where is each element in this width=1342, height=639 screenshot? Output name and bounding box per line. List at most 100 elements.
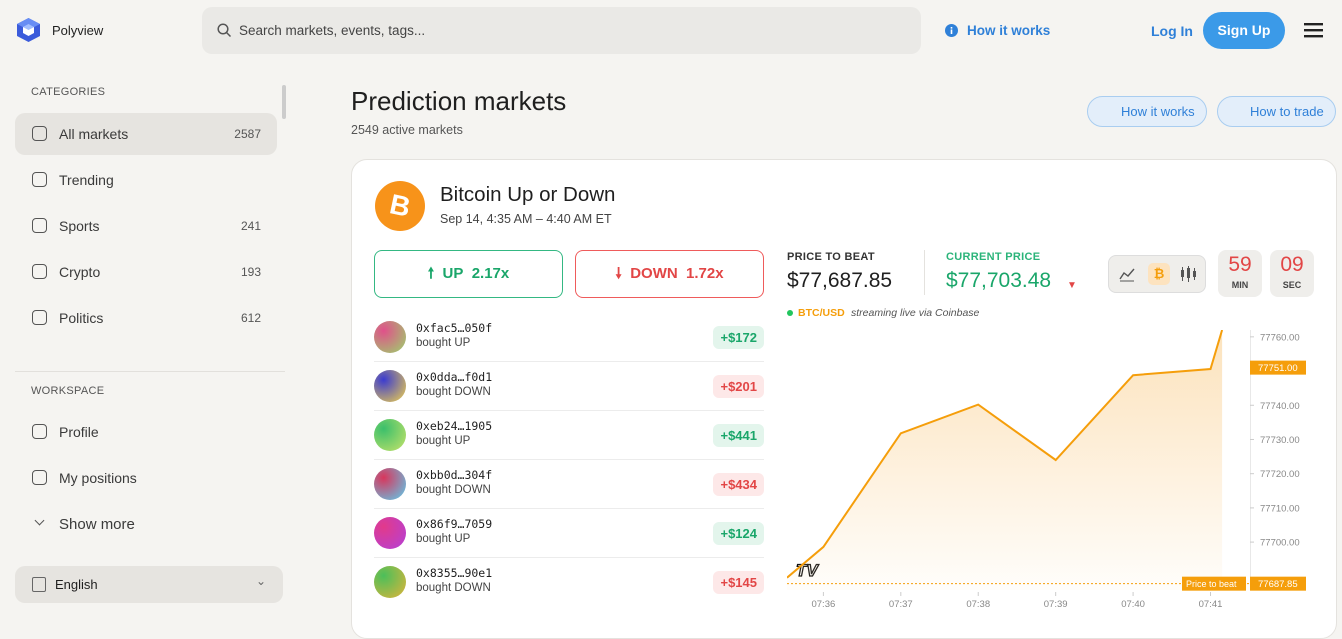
workspace-icon [34,515,45,526]
category-icon [32,126,47,141]
search-box[interactable]: Search markets, events, tags... [202,7,921,54]
language-select[interactable]: English ⌄ [15,566,283,603]
y-tick-label: 77720.00 [1260,469,1300,480]
y-tick-label: 77740.00 [1260,401,1300,412]
trade-action: bought DOWN [416,386,491,398]
x-tick-label: 07:37 [889,599,913,610]
category-label: Trending [59,172,114,188]
category-item[interactable]: Sports 241 [15,205,277,247]
market-time: Sep 14, 4:35 AM – 4:40 AM ET [440,212,612,226]
trade-row: 0xbb0d…304f bought DOWN +$434 [374,460,764,509]
timer-unit: MIN [1231,280,1249,290]
trade-address: 0x8355…90e1 [416,566,493,580]
price-to-beat-marker [1250,576,1306,591]
menu-icon[interactable] [1304,23,1323,38]
stream-note: streaming live via Coinbase [851,307,980,319]
divider [924,250,925,295]
timer-unit: SEC [1282,280,1302,290]
help-button[interactable]: How to trade [1217,96,1336,127]
section-label: CATEGORIES [31,86,106,98]
divider [15,371,285,372]
page-title: Prediction markets [351,86,567,116]
current-price: $77,703.48 [946,269,1052,292]
workspace-label: Profile [59,424,99,440]
logo[interactable] [16,17,41,43]
toggle-active[interactable]: ₿ [1148,263,1170,285]
category-item[interactable]: All markets 2587 [15,113,277,155]
workspace-item[interactable]: Show more [15,503,277,545]
price-to-beat: $77,687.85 [787,269,893,292]
workspace-label: Show more [59,516,135,533]
trade-row: 0x0dda…f0d1 bought DOWN +$201 [374,362,764,411]
trade-row: 0xeb24…1905 bought UP +$441 [374,411,764,460]
y-tick-label: 77760.00 [1260,332,1300,343]
x-tick-label: 07:36 [811,599,835,610]
trade-row: 0x86f9…7059 bought UP +$124 [374,509,764,558]
avatar [374,566,406,598]
language-icon [32,577,46,592]
area [787,330,1223,590]
chart-type-toggle[interactable]: ₿ [1108,255,1206,293]
y-tick-label: 77730.00 [1260,435,1300,446]
price-chart: TV 77700.0077710.0077720.0077730.0077740… [787,330,1306,610]
up-button[interactable]: 🠕 UP 2.17x [374,250,563,298]
trade-amount: +$201 [713,375,764,398]
toggle-line[interactable] [1119,266,1135,282]
trade-amount: +$145 [713,571,764,594]
help-button-label: How to trade [1250,104,1324,119]
category-label: All markets [59,126,129,142]
timer-value: 09 [1280,253,1304,276]
scrollbar [282,85,286,119]
toggle-candles[interactable] [1179,265,1197,283]
category-item[interactable]: Trending [15,159,277,201]
category-label: Crypto [59,264,101,280]
category-count: 2587 [234,127,261,141]
page: Polyview { "header": {"brand": "Polyview… [15,7,1337,639]
live-dot [787,310,793,316]
page-subtitle: 2549 active markets [351,123,463,137]
chevron: ⌄ [256,574,267,588]
current-price-marker-label: 77751.00 [1258,363,1298,374]
workspace-icon [32,470,47,485]
current-price-label: CURRENT PRICE [946,251,1041,263]
timer-seconds: 09 SEC [1270,250,1314,297]
trade-address: 0x86f9…7059 [416,517,493,531]
workspace-item[interactable]: Profile [15,411,277,453]
pair: BTC/USD [798,307,845,319]
x-tick-label: 07:39 [1044,599,1068,610]
price-to-beat-marker-label: 77687.85 [1258,579,1298,590]
help-button[interactable]: How it works [1087,96,1207,127]
market-title: Bitcoin Up or Down [440,183,616,206]
search-placeholder: Search markets, events, tags... [239,23,426,38]
category-count: 241 [240,219,261,233]
price-to-beat-text: Price to beat [1186,579,1237,589]
workspace-icon [32,424,47,439]
trade-row: 0x8355…90e1 bought DOWN +$145 [374,558,764,607]
up-multiplier: 2.17x [471,265,510,282]
category-icon [32,218,47,233]
down-button[interactable]: 🠗 DOWN 1.72x [575,250,764,298]
login[interactable]: Log In [1151,23,1193,39]
trade-row: 0xfac5…050f bought UP +$172 [374,313,764,362]
category-item[interactable]: Politics 612 [15,297,277,339]
category-icon [32,310,47,325]
down-multiplier: 1.72x [686,265,724,282]
help-button-label: How it works [1121,104,1195,119]
trade-address: 0xbb0d…304f [416,468,493,482]
category-item[interactable]: Crypto 193 [15,251,277,293]
y-tick-label: 77700.00 [1260,538,1300,549]
bitcoin-icon: B [375,181,425,231]
trade-action: bought DOWN [416,582,491,594]
search-icon [217,23,232,38]
trade-address: 0x0dda…f0d1 [416,370,493,384]
price-to-beat-tag [1182,576,1246,591]
down-label: DOWN [630,265,678,282]
trade-address: 0xfac5…050f [416,321,493,335]
signup-button[interactable]: Sign Up [1203,12,1285,49]
current-price-marker [1250,360,1306,375]
avatar [374,370,406,402]
how-it-works-link[interactable]: How it works [967,23,1051,38]
workspace-item[interactable]: My positions [15,457,277,499]
brand[interactable]: Polyview [52,23,104,38]
category-icon [32,172,47,187]
